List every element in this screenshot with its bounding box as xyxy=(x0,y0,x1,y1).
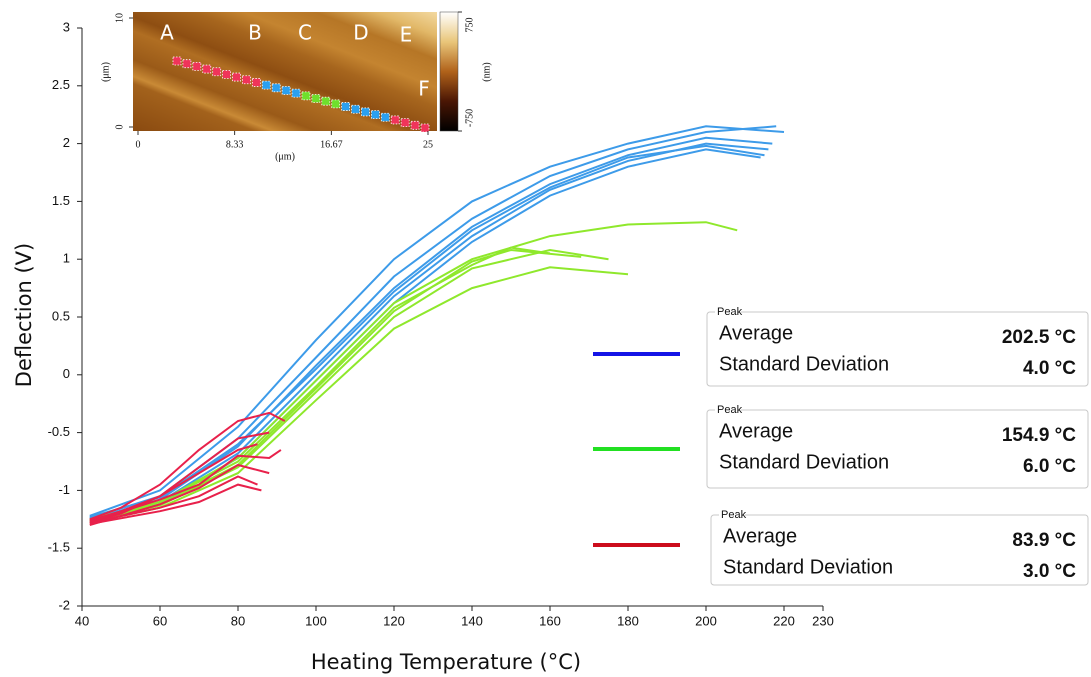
x-tick-label: 40 xyxy=(75,613,89,628)
scan-marker xyxy=(411,121,419,129)
scan-marker xyxy=(173,57,181,65)
inset-x-tick-label: 0 xyxy=(136,139,141,150)
y-axis-title: Deflection (V) xyxy=(12,243,36,387)
scan-marker xyxy=(312,95,320,103)
stat-value: 154.9 °C xyxy=(1002,425,1076,446)
region-label: E xyxy=(400,23,413,47)
inset-y-tick-label: 10 xyxy=(114,13,125,23)
stat-value: 3.0 °C xyxy=(1023,561,1076,582)
stat-label: Standard Deviation xyxy=(719,353,889,375)
scan-marker xyxy=(213,68,221,76)
scan-marker xyxy=(391,116,399,124)
y-tick-label: 0 xyxy=(63,366,70,381)
y-tick-label: 2 xyxy=(63,135,70,150)
curve xyxy=(90,250,581,521)
colorbar xyxy=(440,12,458,131)
y-tick-label: 1.5 xyxy=(52,193,70,208)
scan-marker xyxy=(352,105,360,113)
scan-marker xyxy=(371,111,379,119)
x-tick-label: 160 xyxy=(539,613,561,628)
stat-label: Standard Deviation xyxy=(719,451,889,473)
x-tick-label: 60 xyxy=(153,613,167,628)
y-tick-label: 3 xyxy=(63,19,70,34)
scan-marker xyxy=(342,103,350,111)
curve xyxy=(90,126,784,516)
curve xyxy=(90,138,773,520)
scan-marker xyxy=(203,65,211,73)
region-label: C xyxy=(298,21,312,45)
x-tick-label: 180 xyxy=(617,613,639,628)
inset-y-title: (μm) xyxy=(100,62,111,82)
scan-marker xyxy=(302,92,310,100)
colorbar-tick-label: 750 xyxy=(464,18,475,33)
scan-marker xyxy=(322,97,330,105)
x-tick-label: 120 xyxy=(383,613,405,628)
scan-marker xyxy=(292,89,300,97)
curve xyxy=(90,126,776,518)
legend-title: Peak xyxy=(717,404,743,416)
colorbar-tick-label: -750 xyxy=(464,109,475,127)
region-label: D xyxy=(353,21,368,45)
scan-marker xyxy=(332,100,340,108)
y-tick-label: -1 xyxy=(58,482,70,497)
scan-marker xyxy=(401,119,409,127)
chart: Heating Temperature (°C) Deflection (V) … xyxy=(0,0,1091,677)
scan-marker xyxy=(242,76,250,84)
stat-label: Average xyxy=(719,420,793,442)
scan-marker xyxy=(282,86,290,94)
inset: A B C D E F 0 8.33 16.67 25 0 10 750 -750 (μm) (μm) (nm) xyxy=(100,12,492,162)
afm-image xyxy=(133,12,437,131)
stat-value: 83.9 °C xyxy=(1012,530,1076,551)
legend-title: Peak xyxy=(717,306,743,318)
y-tick-label: 0.5 xyxy=(52,308,70,323)
region-label: B xyxy=(248,21,262,45)
inset-x-title: (μm) xyxy=(275,151,295,162)
region-label: A xyxy=(160,21,174,45)
x-tick-label: 230 xyxy=(812,613,834,628)
y-tick-label: 2.5 xyxy=(52,77,70,92)
scan-marker xyxy=(223,70,231,78)
scan-marker xyxy=(361,108,369,116)
curve xyxy=(90,146,765,517)
y-tick-label: -0.5 xyxy=(48,424,70,439)
x-tick-label: 220 xyxy=(773,613,795,628)
curve xyxy=(90,222,737,519)
x-tick-label: 80 xyxy=(231,613,245,628)
inset-x-tick-label: 25 xyxy=(423,139,433,150)
inset-x-tick-label: 8.33 xyxy=(226,139,244,150)
x-tick-label: 140 xyxy=(461,613,483,628)
curve xyxy=(90,250,609,522)
region-label: F xyxy=(418,77,430,101)
colorbar-title: (nm) xyxy=(481,62,492,81)
scan-marker xyxy=(381,113,389,121)
scan-marker xyxy=(233,73,241,81)
scan-marker xyxy=(183,60,191,68)
y-tick-label: 1 xyxy=(63,251,70,266)
inset-y-tick-label: 0 xyxy=(114,125,125,130)
scan-marker xyxy=(252,78,260,86)
y-tick-label: -2 xyxy=(58,597,70,612)
stat-label: Average xyxy=(723,525,797,547)
stat-value: 4.0 °C xyxy=(1023,358,1076,379)
stat-label: Standard Deviation xyxy=(723,556,893,578)
legend-title: Peak xyxy=(721,509,747,521)
scan-marker xyxy=(421,124,429,132)
x-tick-label: 100 xyxy=(305,613,327,628)
x-tick-label: 200 xyxy=(695,613,717,628)
scan-marker xyxy=(272,84,280,92)
inset-x-tick-label: 16.67 xyxy=(320,139,343,150)
x-axis-title: Heating Temperature (°C) xyxy=(311,650,581,674)
stat-value: 6.0 °C xyxy=(1023,456,1076,477)
scan-marker xyxy=(262,81,270,89)
stat-label: Average xyxy=(719,322,793,344)
curve xyxy=(90,267,628,523)
scan-marker xyxy=(193,62,201,70)
y-tick-label: -1.5 xyxy=(48,540,70,555)
stat-value: 202.5 °C xyxy=(1002,327,1076,348)
